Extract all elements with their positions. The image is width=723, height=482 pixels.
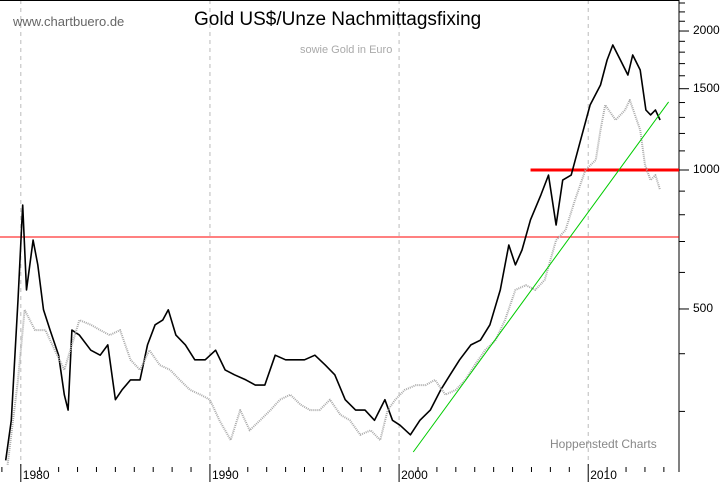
x-tick-label: 1980 <box>22 468 50 482</box>
chart-subtitle: sowie Gold in Euro <box>300 44 393 56</box>
chart-credit: Hoppenstedt Charts <box>550 437 657 451</box>
website-watermark: www.chartbuero.de <box>13 14 125 29</box>
x-tick-label: 2000 <box>401 468 428 482</box>
trendline <box>412 101 670 453</box>
x-tick-label: 1990 <box>211 468 239 482</box>
x-tick-label: 2010 <box>590 468 617 482</box>
gold-usd-line <box>4 44 661 461</box>
gold-eur-line <box>6 99 662 465</box>
y-tick-label: 2000 <box>693 23 720 38</box>
y-tick-label: 1000 <box>693 162 720 176</box>
y-tick-label: 1500 <box>693 80 720 95</box>
y-tick-label: 500 <box>693 300 714 315</box>
chart-title: Gold US$/Unze Nachmittagsfixing <box>194 9 482 30</box>
